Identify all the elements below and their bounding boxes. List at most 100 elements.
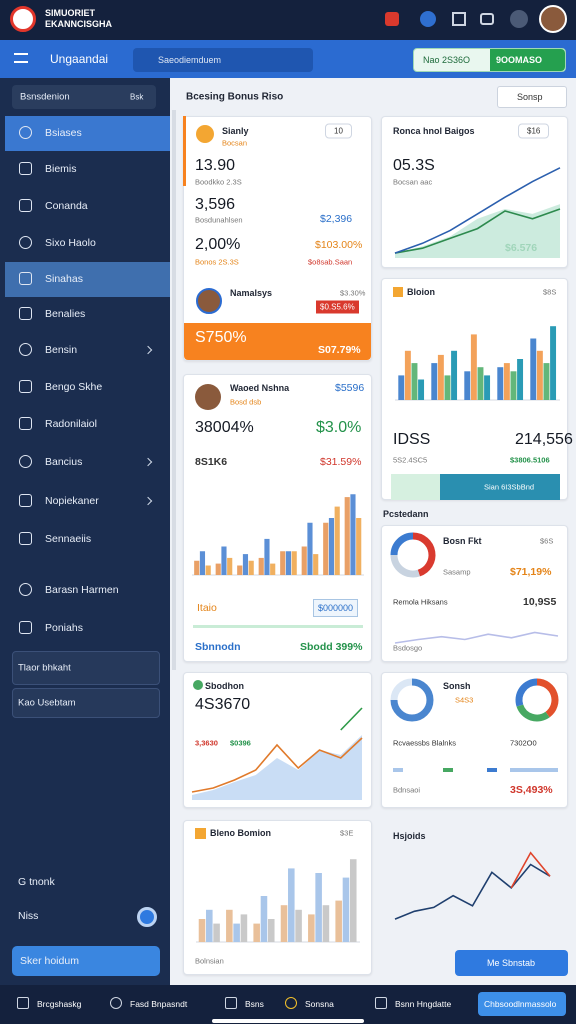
bar	[356, 518, 362, 575]
bar	[237, 565, 243, 575]
area	[192, 735, 362, 800]
bar	[350, 494, 356, 575]
notification-icon[interactable]	[385, 12, 399, 26]
settings-icon[interactable]	[510, 10, 528, 28]
help-icon[interactable]	[420, 11, 436, 27]
bar	[328, 518, 335, 575]
bottom-item: Bsns	[245, 999, 264, 1009]
bar	[510, 371, 517, 400]
chart	[394, 851, 551, 920]
card[interactable]	[381, 672, 568, 808]
card-accent	[183, 116, 186, 186]
bar	[253, 923, 260, 942]
bar	[322, 905, 330, 942]
chart	[196, 859, 360, 943]
chat-icon[interactable]	[480, 13, 494, 25]
bar	[308, 914, 315, 942]
card-label: 2,00%	[195, 236, 241, 253]
bottom-icon[interactable]	[285, 997, 297, 1009]
bottom-action[interactable]	[478, 992, 566, 1016]
card-footer	[184, 323, 371, 360]
card-label: Bocsan	[222, 138, 248, 148]
search-placeholder: Saeodiemduem	[158, 55, 222, 65]
card-footer-right[interactable]	[440, 474, 560, 500]
card[interactable]	[183, 116, 372, 361]
chart	[395, 326, 560, 401]
donut-segment	[390, 678, 434, 722]
action-button[interactable]	[455, 950, 568, 976]
chart	[390, 678, 434, 722]
bar	[280, 905, 288, 942]
sidebar-item: Sixo Haolo	[45, 237, 96, 249]
search-box[interactable]	[133, 48, 313, 72]
sidebar-panel[interactable]	[12, 688, 160, 718]
status-badge[interactable]	[490, 49, 565, 71]
card-label: $31.59%	[320, 456, 362, 468]
card-label: Ronca hnol Baigos	[393, 126, 475, 136]
bar	[431, 363, 438, 400]
bottom-item: Fasd Bnpasndt	[130, 999, 188, 1009]
donut-segment	[390, 678, 413, 701]
bottom-icon[interactable]	[375, 997, 387, 1009]
card[interactable]	[183, 820, 372, 975]
bottom-item: Brcgshaskg	[37, 999, 82, 1009]
mini-bar	[443, 768, 453, 772]
sidebar-item: Biemis	[45, 163, 77, 175]
card-label: Waoed Nshna	[230, 383, 290, 393]
bar	[233, 923, 240, 942]
sidebar	[0, 78, 170, 985]
card-label: $3E	[340, 828, 354, 838]
card-label: $3.0%	[316, 419, 362, 436]
card-label: Bleno Bomion	[210, 828, 271, 838]
sidebar-item: Bengo Skhe	[45, 381, 103, 393]
card-label: 3S,493%	[510, 784, 553, 796]
filter[interactable]	[497, 86, 567, 108]
sidebar-action[interactable]	[12, 946, 160, 976]
chart	[191, 707, 363, 800]
main-heading: Bcesing Bonus Riso	[186, 91, 284, 103]
sidebar-icon	[19, 236, 32, 249]
bar	[334, 506, 340, 575]
bar	[497, 367, 504, 400]
card-label: 10,9S5	[523, 596, 557, 608]
card-label: Bosd dsb	[230, 397, 262, 407]
card-label: $3.30%	[340, 288, 366, 298]
sidebar-item: Nopiekaner	[45, 495, 99, 507]
sidebar-selected[interactable]	[5, 262, 170, 297]
sidebar-item: Conanda	[45, 200, 88, 212]
sidebar-icon	[19, 417, 32, 430]
card-footer-left	[391, 474, 440, 500]
user-avatar[interactable]	[539, 5, 567, 33]
chart	[192, 494, 364, 576]
bar	[543, 363, 550, 400]
card-label: $71,19%	[510, 566, 552, 578]
sidebar-search[interactable]	[12, 85, 156, 109]
bottom-icon[interactable]	[17, 997, 29, 1009]
bottom-icon[interactable]	[110, 997, 122, 1009]
card-icon	[193, 680, 203, 690]
sidebar-icon	[19, 494, 32, 507]
sidebar-toggle[interactable]	[137, 907, 157, 927]
sidebar-active[interactable]	[5, 116, 170, 151]
bar	[258, 557, 264, 575]
bar	[464, 371, 471, 400]
card[interactable]	[381, 525, 568, 662]
status-text: Nao 2S36O	[423, 55, 471, 65]
card-icon	[195, 828, 206, 839]
bar	[323, 522, 329, 575]
sidebar-panel[interactable]	[12, 651, 160, 685]
card-label: Sbnnodn	[195, 641, 241, 653]
sidebar-item: Poniahs	[45, 622, 83, 634]
card-label: $0.S5.6%	[316, 300, 359, 314]
inbox-icon[interactable]	[452, 12, 466, 26]
bar	[335, 900, 342, 942]
sidebar-search-text: Bsnsdenion	[20, 91, 70, 103]
card-label: $6S	[540, 536, 554, 546]
toolbar-title: Ungaandai	[50, 52, 109, 66]
filter-text: Sonsp	[517, 92, 543, 102]
bar	[477, 367, 484, 400]
bottom-icon[interactable]	[225, 997, 237, 1009]
menu-icon[interactable]	[14, 53, 28, 63]
home-indicator	[212, 1019, 364, 1023]
